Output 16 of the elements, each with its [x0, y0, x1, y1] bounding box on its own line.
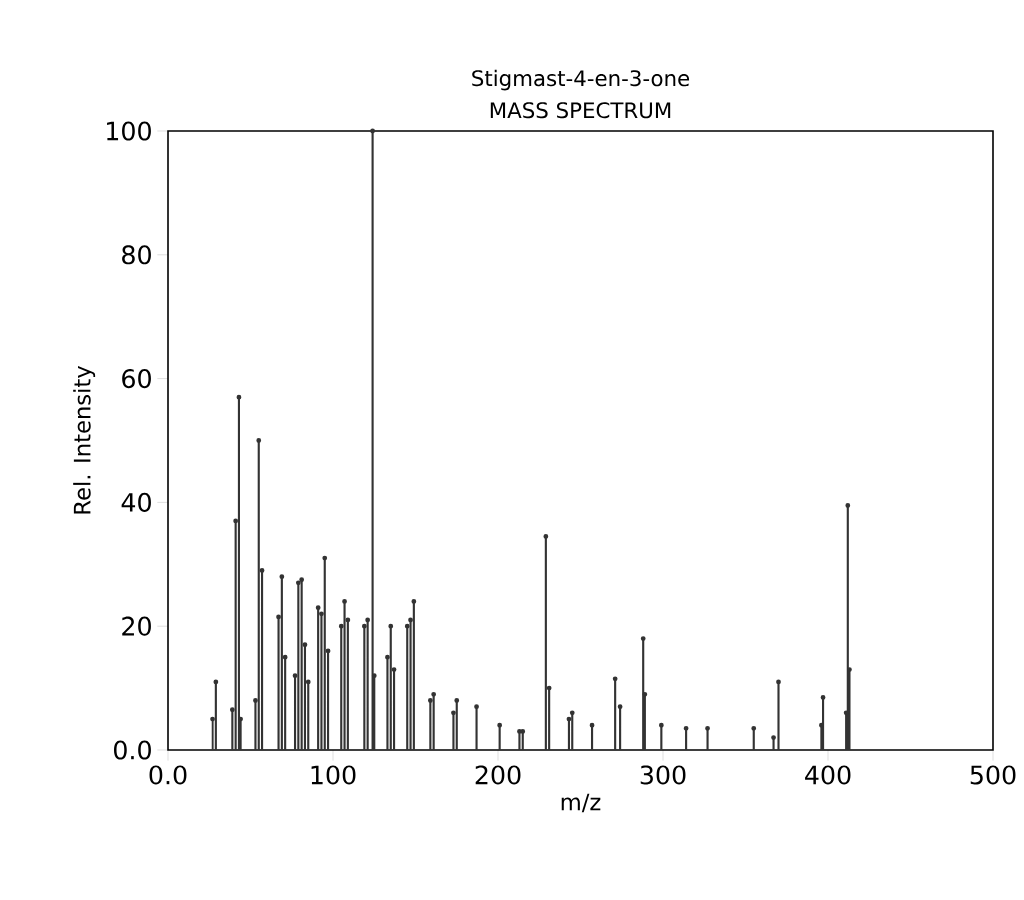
x-tick-label: 300 — [640, 765, 686, 785]
x-tick-label: 500 — [970, 765, 1016, 785]
x-tick-label: 200 — [475, 765, 521, 785]
y-tick-label: 60 — [122, 369, 151, 389]
y-tick-label: 100 — [107, 121, 151, 141]
y-tick-label: 0.0 — [114, 740, 151, 760]
x-axis-title: m/z — [561, 793, 601, 813]
y-tick-label: 40 — [121, 492, 151, 512]
x-tick-label: 400 — [805, 765, 851, 785]
x-tick-label: 100 — [311, 765, 356, 785]
y-tick-label: 80 — [122, 245, 151, 265]
x-tick-label: 0.0 — [149, 765, 187, 785]
chart-title: Stigmast-4-en-3-one — [472, 69, 690, 91]
y-tick-label: 20 — [122, 616, 151, 636]
chart-subtitle: MASS SPECTRUM — [490, 102, 671, 119]
y-axis-title: Rel. Intensity — [73, 365, 96, 514]
